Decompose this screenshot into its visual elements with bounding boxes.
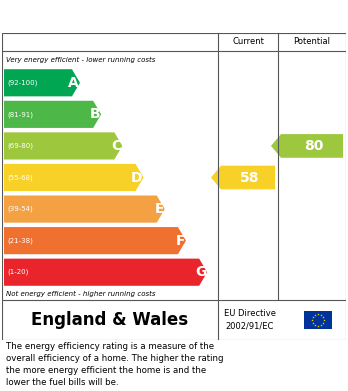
Polygon shape [271,134,343,158]
Text: E: E [154,202,164,216]
Polygon shape [4,164,144,191]
Text: (1-20): (1-20) [7,269,29,276]
FancyBboxPatch shape [304,311,332,329]
Text: 2002/91/EC: 2002/91/EC [226,321,274,330]
Polygon shape [4,258,207,286]
Polygon shape [4,69,80,96]
Polygon shape [4,227,186,254]
Text: Potential: Potential [293,38,331,47]
Polygon shape [211,166,275,189]
Text: EU Directive: EU Directive [224,310,276,319]
Text: (39-54): (39-54) [7,206,33,212]
Text: (21-38): (21-38) [7,237,33,244]
Text: (92-100): (92-100) [7,79,37,86]
Text: (55-68): (55-68) [7,174,33,181]
Text: (81-91): (81-91) [7,111,33,118]
Text: B: B [89,108,100,121]
Polygon shape [4,132,122,160]
Text: D: D [131,170,143,185]
Text: G: G [195,265,206,279]
Text: England & Wales: England & Wales [31,311,189,329]
Text: C: C [111,139,121,153]
Text: Very energy efficient - lower running costs: Very energy efficient - lower running co… [6,57,155,63]
Text: Current: Current [232,38,264,47]
Polygon shape [4,196,165,222]
Text: Not energy efficient - higher running costs: Not energy efficient - higher running co… [6,291,156,297]
Text: The energy efficiency rating is a measure of the
overall efficiency of a home. T: The energy efficiency rating is a measur… [6,342,223,387]
Text: (69-80): (69-80) [7,143,33,149]
Text: 80: 80 [304,139,324,153]
Polygon shape [4,101,101,128]
Text: F: F [175,234,185,248]
Text: 58: 58 [240,170,260,185]
Text: A: A [68,76,79,90]
Text: Energy Efficiency Rating: Energy Efficiency Rating [10,9,231,24]
